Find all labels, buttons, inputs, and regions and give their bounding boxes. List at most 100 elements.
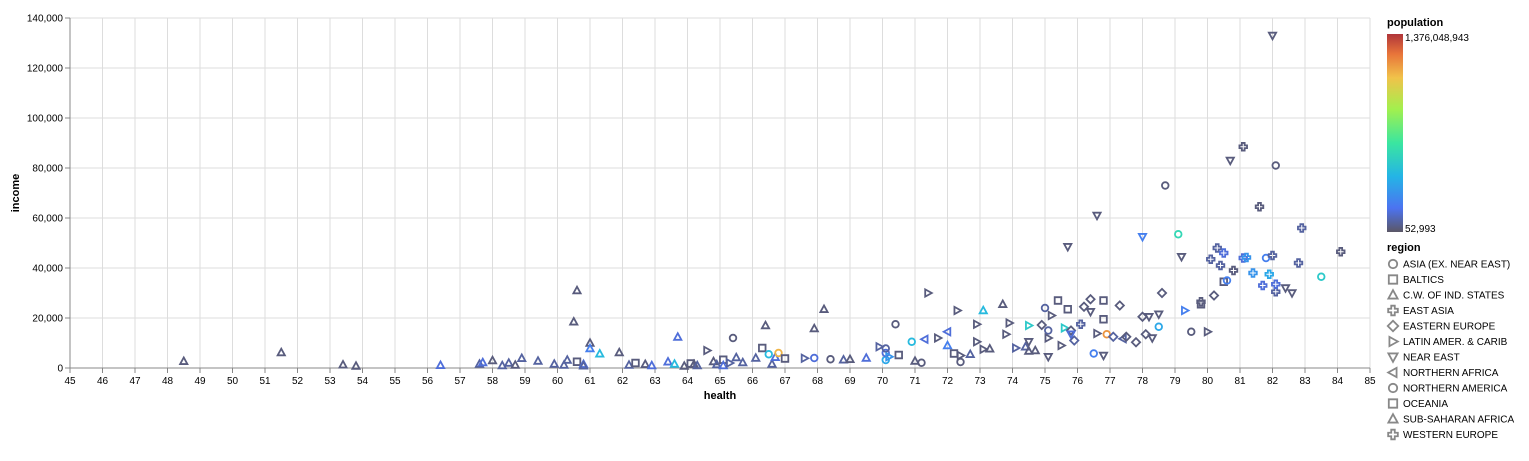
data-point — [510, 359, 521, 369]
data-point — [979, 344, 989, 355]
data-point — [1153, 310, 1164, 320]
legend-symbol — [1387, 304, 1399, 317]
data-point — [646, 359, 657, 370]
data-point — [1023, 338, 1034, 348]
data-point — [1044, 326, 1053, 335]
data-point — [1099, 315, 1108, 324]
y-tick-label: 0 — [57, 364, 63, 375]
data-point — [1036, 319, 1048, 331]
data-point — [1068, 335, 1080, 346]
data-point — [614, 346, 625, 357]
data-point — [1212, 243, 1222, 253]
shape-legend-entries: ASIA (EX. NEAR EAST) BALTICS C.W. OF IND. … — [1386, 258, 1514, 441]
x-tick-label: 84 — [1332, 376, 1344, 387]
data-point — [894, 350, 903, 360]
x-tick-label: 66 — [747, 376, 759, 387]
data-point — [1076, 319, 1086, 329]
legend-symbol — [1387, 382, 1399, 394]
data-point — [1030, 344, 1041, 355]
data-point — [1174, 230, 1183, 239]
x-tick-label: 68 — [812, 376, 824, 387]
y-tick-label: 20,000 — [32, 314, 63, 325]
data-point — [1336, 247, 1346, 257]
data-point — [941, 326, 952, 337]
x-tick-label: 80 — [1202, 376, 1214, 387]
data-point — [1222, 276, 1232, 285]
legend: population 1,376,048,943 52,993 region A… — [1386, 17, 1514, 441]
legend-symbol — [1387, 428, 1399, 441]
x-tick-label: 55 — [389, 376, 401, 387]
data-point — [1267, 31, 1278, 42]
data-point — [516, 352, 527, 362]
data-point — [558, 359, 570, 369]
data-point — [1258, 280, 1268, 291]
data-point — [1271, 161, 1280, 170]
data-point — [1317, 272, 1326, 281]
data-point — [1107, 331, 1119, 343]
data-point — [703, 345, 713, 356]
data-point — [571, 284, 583, 295]
data-point — [1040, 303, 1050, 313]
data-point — [764, 350, 773, 359]
x-tick-label: 69 — [844, 376, 856, 387]
data-point — [669, 358, 680, 368]
x-tick-label: 82 — [1267, 376, 1279, 387]
data-point — [1091, 211, 1103, 222]
data-point — [679, 360, 690, 370]
x-tick-label: 67 — [779, 376, 791, 387]
data-points — [178, 31, 1346, 370]
data-point — [623, 359, 635, 369]
data-point — [1047, 310, 1058, 321]
x-tick-label: 76 — [1072, 376, 1084, 387]
data-point — [497, 359, 508, 370]
x-tick-label: 51 — [259, 376, 271, 387]
data-point — [997, 298, 1008, 308]
x-tick-label: 72 — [942, 376, 954, 387]
data-point — [718, 359, 729, 370]
data-point — [1057, 340, 1067, 351]
data-point — [503, 357, 514, 367]
x-tick-label: 74 — [1007, 376, 1019, 387]
data-point — [1053, 296, 1063, 305]
data-point — [1020, 341, 1031, 351]
x-tick-label: 85 — [1364, 376, 1376, 387]
data-point — [1196, 300, 1206, 309]
data-point — [584, 342, 596, 353]
data-point — [1130, 336, 1142, 348]
data-point — [477, 356, 488, 367]
data-point — [1005, 317, 1015, 329]
data-point — [924, 287, 934, 299]
data-point — [1225, 156, 1236, 167]
data-point — [973, 336, 983, 347]
data-point — [662, 356, 674, 366]
x-tick-label: 53 — [324, 376, 336, 387]
data-point — [1089, 349, 1098, 358]
data-point — [838, 354, 849, 364]
x-tick-label: 49 — [194, 376, 206, 387]
data-point — [1102, 330, 1111, 339]
legend-label: LATIN AMER. & CARIB — [1403, 337, 1508, 348]
data-point — [1267, 250, 1278, 261]
x-tick-label: 58 — [487, 376, 499, 387]
legend-label: ASIA (EX. NEAR EAST) — [1403, 260, 1510, 271]
x-tick-label: 48 — [162, 376, 174, 387]
y-tick-label: 80,000 — [32, 164, 63, 175]
data-point — [818, 303, 830, 313]
data-point — [1206, 254, 1216, 264]
legend-symbol — [1388, 335, 1400, 348]
data-point — [1143, 313, 1155, 323]
data-point — [672, 331, 683, 341]
x-tick-label: 75 — [1039, 376, 1051, 387]
legend-label: NORTHERN AMERICA — [1403, 384, 1508, 395]
data-point — [1215, 260, 1226, 271]
data-point — [1065, 330, 1077, 340]
data-point — [1208, 290, 1220, 301]
data-point — [844, 353, 856, 363]
data-point — [1161, 181, 1170, 190]
y-tick-label: 100,000 — [27, 114, 64, 125]
data-point — [1002, 329, 1012, 340]
data-point — [956, 350, 967, 361]
data-point — [1114, 300, 1126, 311]
x-tick-label: 77 — [1104, 376, 1116, 387]
data-point — [578, 360, 589, 370]
